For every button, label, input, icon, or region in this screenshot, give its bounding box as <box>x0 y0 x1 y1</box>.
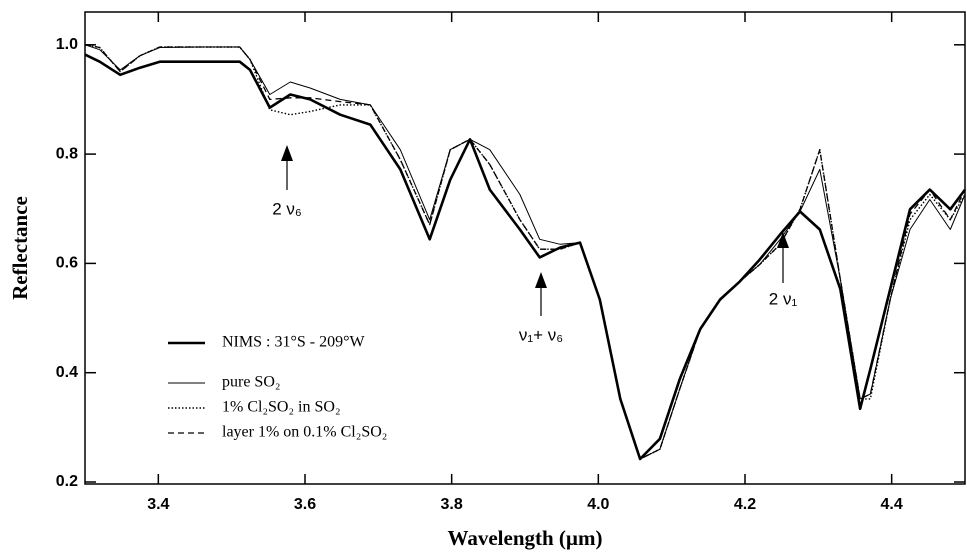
y-axis-title: Reflectance <box>8 196 32 300</box>
y-tick-label: 1.0 <box>56 36 78 53</box>
series-line <box>84 53 967 461</box>
x-tick-label: 4.0 <box>587 496 609 513</box>
series-line <box>84 44 966 460</box>
y-tick-label: 0.2 <box>56 473 78 490</box>
y-tick-label: 0.6 <box>56 255 78 272</box>
arrow-head <box>777 232 789 248</box>
series-line <box>84 44 966 460</box>
y-tick-label: 0.4 <box>56 364 78 381</box>
legend-label: NIMS : 31°S - 209°W <box>222 334 365 351</box>
x-tick-label: 3.6 <box>294 496 316 513</box>
x-tick-label: 4.4 <box>881 496 903 513</box>
legend-label: pure SO₂ <box>222 374 280 391</box>
arrow-head <box>281 145 293 161</box>
x-tick-label: 3.4 <box>147 496 169 513</box>
y-tick-label: 0.8 <box>56 145 78 162</box>
plot-frame <box>84 11 966 485</box>
series-line <box>84 44 966 460</box>
arrow-head <box>535 272 547 288</box>
legend-label: layer 1% on 0.1% Cl₂SO₂ <box>222 424 387 441</box>
x-tick-label: 4.2 <box>734 496 756 513</box>
annotation: ν₁+ ν₆ <box>519 325 563 344</box>
x-tick-label: 3.8 <box>441 496 463 513</box>
annotation: 2 ν₁ <box>769 289 798 308</box>
x-axis-title: Wavelength (µm) <box>448 526 603 550</box>
legend-label: 1% Cl₂SO₂ in SO₂ <box>222 399 341 416</box>
annotation: 2 ν₆ <box>272 199 302 218</box>
